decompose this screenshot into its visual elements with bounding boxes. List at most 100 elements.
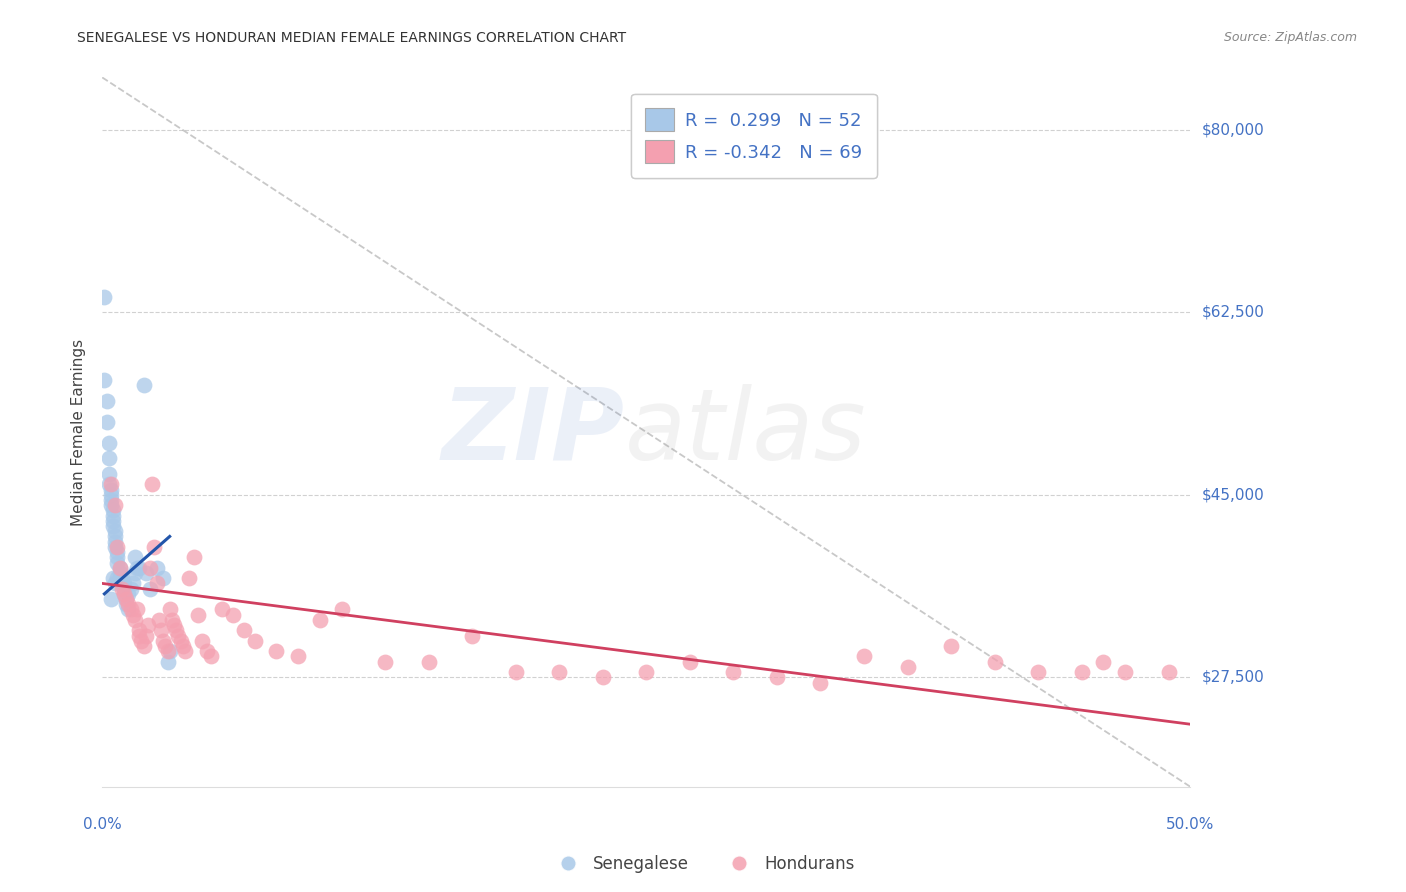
Point — [418, 655, 440, 669]
Point — [115, 592, 138, 607]
Point — [179, 571, 201, 585]
Point — [101, 514, 124, 528]
Point — [287, 649, 309, 664]
Point — [172, 639, 194, 653]
Point — [222, 607, 245, 622]
Point — [139, 582, 162, 596]
Point — [374, 655, 396, 669]
Text: $27,500: $27,500 — [1202, 670, 1264, 685]
Point — [125, 561, 148, 575]
Point — [853, 649, 876, 664]
Point — [679, 655, 702, 669]
Point — [117, 587, 139, 601]
Point — [766, 670, 789, 684]
Point — [104, 529, 127, 543]
Point — [108, 571, 131, 585]
Text: $45,000: $45,000 — [1202, 487, 1264, 502]
Point — [159, 602, 181, 616]
Point — [160, 613, 183, 627]
Text: ZIP: ZIP — [441, 384, 624, 481]
Text: $80,000: $80,000 — [1202, 122, 1264, 137]
Point — [200, 649, 222, 664]
Text: SENEGALESE VS HONDURAN MEDIAN FEMALE EARNINGS CORRELATION CHART: SENEGALESE VS HONDURAN MEDIAN FEMALE EAR… — [77, 31, 627, 45]
Point — [104, 534, 127, 549]
Point — [108, 561, 131, 575]
Point — [100, 483, 122, 497]
Point — [165, 624, 187, 638]
Point — [97, 435, 120, 450]
Point — [156, 655, 179, 669]
Point — [723, 665, 745, 679]
Point — [112, 587, 135, 601]
Point — [128, 561, 150, 575]
Point — [120, 602, 142, 616]
Point — [100, 477, 122, 491]
Point — [124, 550, 146, 565]
Point — [174, 644, 197, 658]
Point — [121, 607, 143, 622]
Point — [111, 571, 134, 585]
Point — [330, 602, 353, 616]
Point — [132, 639, 155, 653]
Point — [266, 644, 288, 658]
Point — [211, 602, 233, 616]
Point — [152, 633, 174, 648]
Point — [93, 373, 115, 387]
Point — [115, 592, 138, 607]
Point — [96, 415, 118, 429]
Text: Source: ZipAtlas.com: Source: ZipAtlas.com — [1223, 31, 1357, 45]
Point — [461, 629, 484, 643]
Point — [163, 618, 186, 632]
Point — [100, 498, 122, 512]
Point — [115, 597, 138, 611]
Point — [104, 576, 127, 591]
Point — [169, 633, 191, 648]
Y-axis label: Median Female Earnings: Median Female Earnings — [72, 339, 86, 525]
Point — [112, 587, 135, 601]
Point — [505, 665, 527, 679]
Point — [195, 644, 218, 658]
Point — [125, 602, 148, 616]
Point — [107, 550, 129, 565]
Point — [159, 644, 181, 658]
Point — [101, 508, 124, 523]
Text: 50.0%: 50.0% — [1167, 817, 1215, 832]
Point — [112, 582, 135, 596]
Point — [548, 665, 571, 679]
Point — [143, 540, 166, 554]
Point — [104, 498, 127, 512]
Point — [187, 607, 209, 622]
Legend: Senegalese, Hondurans: Senegalese, Hondurans — [544, 848, 862, 880]
Point — [101, 519, 124, 533]
Point — [232, 624, 254, 638]
Point — [156, 644, 179, 658]
Point — [112, 576, 135, 591]
Legend: R =  0.299   N = 52, R = -0.342   N = 69: R = 0.299 N = 52, R = -0.342 N = 69 — [631, 94, 877, 178]
Point — [107, 556, 129, 570]
Point — [117, 602, 139, 616]
Point — [128, 624, 150, 638]
Point — [136, 618, 159, 632]
Point — [100, 592, 122, 607]
Point — [101, 571, 124, 585]
Point — [1092, 655, 1115, 669]
Point — [135, 629, 157, 643]
Point — [107, 540, 129, 554]
Point — [97, 477, 120, 491]
Text: 0.0%: 0.0% — [83, 817, 121, 832]
Point — [243, 633, 266, 648]
Point — [149, 624, 172, 638]
Point — [896, 660, 918, 674]
Point — [117, 597, 139, 611]
Point — [100, 488, 122, 502]
Point — [148, 613, 170, 627]
Point — [636, 665, 658, 679]
Point — [1114, 665, 1136, 679]
Point — [100, 492, 122, 507]
Point — [111, 576, 134, 591]
Point — [141, 477, 163, 491]
Point — [135, 566, 157, 580]
Point — [93, 289, 115, 303]
Point — [939, 639, 962, 653]
Point — [121, 576, 143, 591]
